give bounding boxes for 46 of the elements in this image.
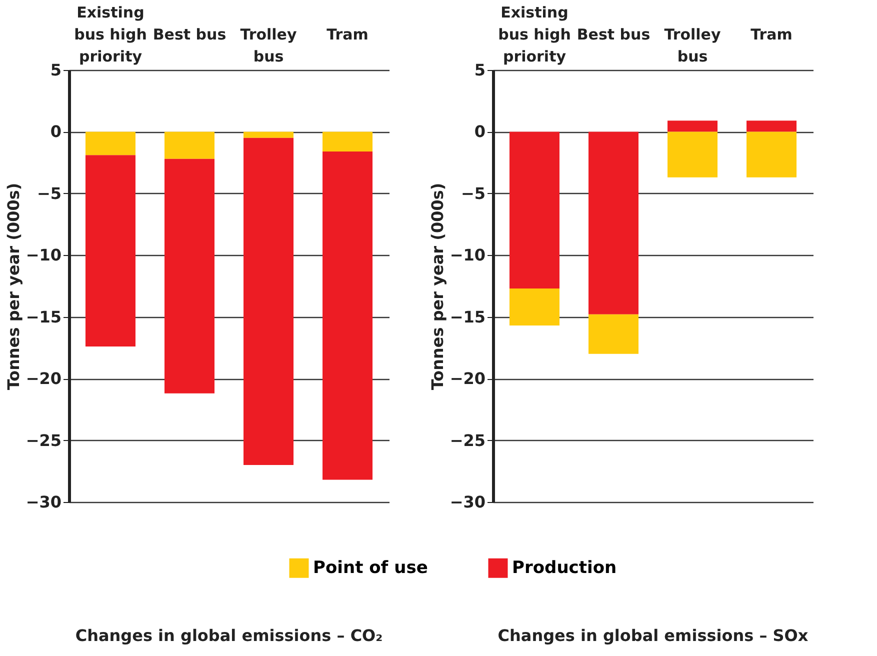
- bar: [322, 132, 373, 152]
- bar: [85, 155, 136, 346]
- bar: [85, 132, 136, 156]
- bar: [244, 132, 294, 138]
- y-axis-title: Tonnes per year (000s): [428, 182, 447, 390]
- bar: [588, 314, 638, 354]
- legend-label: Production: [512, 558, 617, 578]
- bar: [509, 132, 560, 288]
- y-axis-title: Tonnes per year (000s): [4, 182, 23, 390]
- text: Changes in global emissions – CO₂: [75, 626, 383, 645]
- bar: [322, 151, 373, 480]
- y-tick-label: −15: [450, 307, 486, 326]
- y-tick-label: −5: [36, 184, 62, 203]
- bar: [668, 132, 718, 178]
- y-tick-label: −15: [26, 307, 62, 326]
- text: Changes in global emissions – SOx: [498, 626, 809, 645]
- y-tick-label: −10: [450, 246, 486, 265]
- x-tick-label: Trolley bus: [240, 26, 297, 66]
- x-tick-label: Best bus: [576, 26, 650, 44]
- y-tick-label: −5: [460, 184, 486, 203]
- x-tick-label: Best bus: [152, 26, 226, 44]
- bar: [164, 158, 214, 394]
- y-tick-label: −20: [450, 369, 486, 388]
- y-tick-label: −20: [26, 369, 62, 388]
- bar: [746, 120, 797, 132]
- x-tick-label: Existing bus high priority: [498, 4, 571, 66]
- x-tick-label: Tram: [750, 26, 792, 44]
- x-tick-label: Tram: [326, 26, 368, 44]
- x-tick-label: Trolley bus: [664, 26, 721, 66]
- bar: [668, 120, 718, 132]
- y-tick-label: 5: [474, 60, 486, 80]
- bar: [244, 138, 294, 465]
- bar: [746, 132, 797, 178]
- y-tick-label: −30: [26, 492, 62, 512]
- y-tick-label: −25: [450, 430, 486, 450]
- legend-label: Point of use: [313, 558, 428, 578]
- bar: [588, 132, 638, 314]
- y-tick-label: −25: [26, 430, 62, 450]
- y-tick-label: −10: [26, 246, 62, 265]
- y-tick-label: 5: [50, 60, 62, 80]
- y-tick-label: −30: [450, 492, 486, 512]
- bar: [509, 288, 560, 326]
- y-tick-label: 0: [50, 122, 62, 142]
- y-tick-label: 0: [474, 122, 486, 142]
- bar: [164, 132, 214, 159]
- x-tick-label: Existing bus high priority: [74, 4, 147, 66]
